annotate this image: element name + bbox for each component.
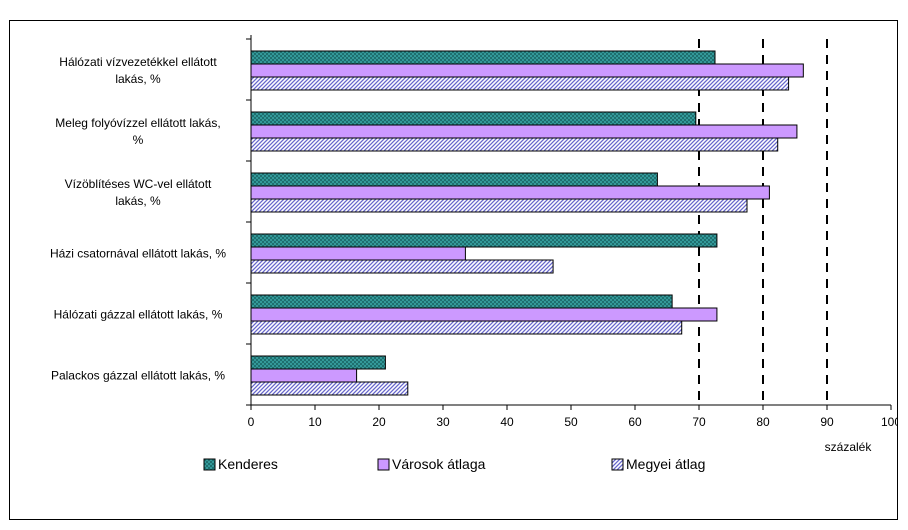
- legend-label: Városok átlaga: [392, 456, 486, 472]
- category-label: lakás, %: [115, 194, 161, 208]
- bar: [250, 368, 358, 383]
- x-tick-label: 20: [372, 415, 386, 429]
- x-tick-label: 80: [756, 415, 770, 429]
- x-tick-label: 30: [436, 415, 450, 429]
- bar: [250, 233, 718, 248]
- bar: [250, 50, 716, 65]
- category-label: Hálózati vízvezetékkel ellátott: [59, 55, 217, 69]
- bar: [250, 76, 790, 91]
- bar: [250, 320, 683, 335]
- bar: [250, 172, 658, 187]
- bar: [250, 246, 466, 261]
- bar: [250, 381, 409, 396]
- bar: [250, 259, 554, 274]
- bar: [250, 198, 748, 213]
- bar: [250, 111, 697, 126]
- category-label: Vízöblítéses WC-vel ellátott: [65, 177, 212, 191]
- bar: [250, 63, 804, 78]
- category-label: Palackos gázzal ellátott lakás, %: [51, 369, 225, 383]
- bar: [250, 355, 386, 370]
- legend-swatch: [203, 458, 216, 471]
- legend-label: Megyei átlag: [626, 456, 705, 472]
- x-tick-label: 10: [308, 415, 322, 429]
- x-tick-label: 40: [500, 415, 514, 429]
- x-tick-label: 0: [248, 415, 255, 429]
- x-axis-label: százalék: [825, 440, 873, 454]
- x-tick-label: 90: [820, 415, 834, 429]
- bar: [250, 185, 770, 200]
- category-label: %: [133, 133, 144, 147]
- bar: [250, 294, 673, 309]
- x-tick-label: 100: [881, 415, 897, 429]
- bar-chart: 0 10 20 30 40 50 60 70 80 90 100 százalék Hálózati …: [50, 35, 901, 472]
- x-tick-label: 60: [628, 415, 642, 429]
- chart-frame: 0 10 20 30 40 50 60 70 80 90 100 százalék Hálózati …: [9, 20, 901, 520]
- category-label: Meleg folyóvízzel ellátott lakás,: [55, 116, 220, 130]
- legend-swatch: [611, 458, 624, 471]
- category-label: Hálózati gázzal ellátott lakás, %: [54, 308, 223, 322]
- bar: [250, 307, 718, 322]
- legend-label: Kenderes: [218, 456, 278, 472]
- bar: [250, 137, 779, 152]
- x-tick-label: 50: [564, 415, 578, 429]
- x-tick-label: 70: [692, 415, 706, 429]
- bar: [250, 124, 798, 139]
- category-label: Házi csatornával ellátott lakás, %: [50, 247, 226, 261]
- legend-swatch: [377, 458, 390, 471]
- category-label: lakás, %: [115, 72, 161, 86]
